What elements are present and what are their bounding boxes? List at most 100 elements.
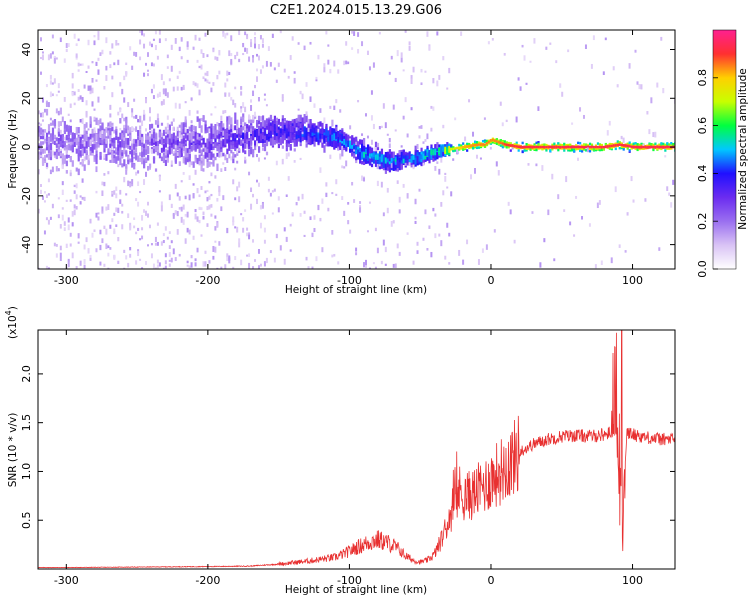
spectrogram-cell [123,147,126,155]
spectrogram-cell [309,126,312,130]
spectrogram-ridge-cell [491,138,495,142]
spectrogram-cell [115,148,118,153]
spectrogram-cell [600,260,603,266]
spectrogram-cell [224,138,227,145]
spectrogram-cell [418,188,421,192]
spectrogram-cell [491,141,495,144]
spectrogram-cell [131,112,134,118]
snr-y-axis-label: SNR (10 * v/v) [7,413,19,488]
spectrogram-cell [99,125,102,132]
spectrogram-ridge-cell [638,145,641,149]
spectrogram-cell [105,243,108,250]
spectrogram-cell [238,58,241,63]
spectrogram-cell [547,209,550,216]
spectrogram-cell [38,136,40,141]
snr-frame [37,329,676,570]
spectrogram-cell [103,131,106,139]
spectrogram-cell [200,64,203,70]
spectrogram-cell [49,74,52,80]
spectrogram-cell [109,113,112,118]
spectrogram-cell [198,140,201,145]
spectrogram-cell [113,231,116,234]
spectrogram-cell [581,150,584,153]
spectrogram-cell [238,147,241,152]
spectrogram-cell [63,130,66,135]
spectrogram-cell [315,129,318,134]
spectrogram-cell [252,114,255,120]
spectrogram-cell [180,143,183,148]
spectrogram-cell [267,46,270,51]
spectrogram-cell [606,130,609,136]
spectrogram-cell [97,216,100,221]
spectrogram-cell [596,202,599,209]
spectrogram-cell [581,144,584,148]
spectrogram-cell [182,138,185,144]
spectrogram-cell [202,159,205,166]
spectrogram-cell [133,225,136,229]
spectrogram-cell [77,127,80,134]
spectrogram-cell [230,58,233,65]
spectrogram-cell [119,82,122,87]
spectrogram-cell [216,222,219,228]
spectrogram-cell [133,128,136,131]
spectrogram-ridge-cell [462,145,465,149]
spectrogram-cell [400,160,403,165]
spectrogram-ridge-cell [515,145,518,148]
spectrogram-cell [101,206,104,213]
spectrogram-cell [327,141,330,147]
spectrogram-cell [400,57,403,63]
spectrogram-cell [315,79,318,82]
spectrogram-cell [652,132,655,138]
spectrogram-cell [148,135,152,142]
spectrogram-cell [73,209,76,216]
spectrogram-cell [307,118,310,124]
spectrogram-ridge-cell [513,144,516,148]
spectrogram-cell [230,52,233,57]
spectrogram-cell [113,254,116,260]
spectrogram-cell [156,264,159,269]
spectrogram-cell [145,143,148,150]
spectrogram-cell [361,41,364,47]
spectrogram-cell [402,151,405,157]
spectrogram-cell [57,142,61,147]
spectrogram-cell [154,44,157,51]
spectrogram-cell [164,154,168,159]
spectrogram-cell [355,158,358,164]
spectrogram-cell [135,171,138,176]
spectrogram-cell [404,162,407,166]
spectrogram-cell [380,154,384,160]
spectrogram-cell [305,131,308,137]
spectrogram-cell [148,132,151,137]
spectrogram-cell [250,135,253,141]
spectrogram-cell [368,158,372,163]
spectrogram-cell [297,124,300,129]
spectrogram-cell [238,242,241,248]
spectrogram-cell [473,168,476,174]
spectrogram-cell [196,144,199,149]
spectrogram-cell [374,141,378,150]
spectrogram-cell [222,162,225,165]
spectrogram-cell [121,133,124,139]
spectrogram-cell [489,142,493,145]
spectrogram-cell [414,151,417,156]
spectrogram-cell [133,138,136,146]
spectrogram-cell [38,110,40,115]
spectrogram-cell [67,126,70,135]
spectrogram-cell [567,147,570,150]
spectrogram-cell [57,110,60,116]
spectrogram-cell [291,125,294,133]
spectrogram-cell [113,150,116,154]
spectrogram-cell [158,152,162,159]
spectrogram-cell [602,71,605,76]
spectrogram-cell [204,78,207,82]
spectrogram-cell [299,130,302,137]
spectrogram-cell [359,148,362,152]
spectrogram-cell [115,131,118,136]
spectrogram-cell [254,111,257,117]
spectrogram-cell [335,131,338,136]
spectrogram-cell [226,253,229,258]
spectrogram-x-tick-label: 100 [622,274,643,287]
spectrogram-cell [131,184,134,187]
spectrogram-cell [347,134,350,141]
snr-y-scale-prefix: (x10 [7,315,19,339]
